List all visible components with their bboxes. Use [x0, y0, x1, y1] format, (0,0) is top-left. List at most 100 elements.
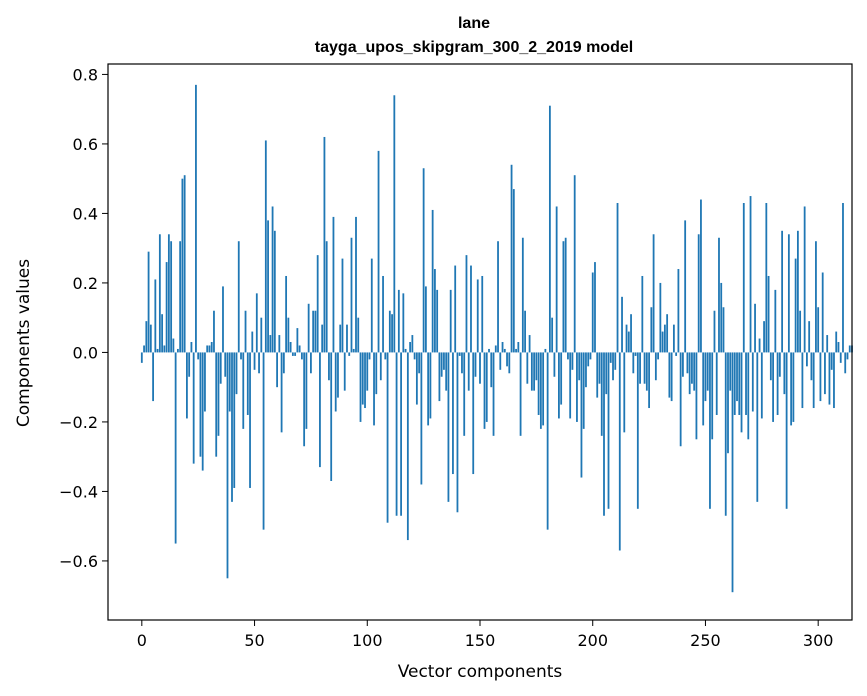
- bar-244: [691, 352, 693, 384]
- bar-150: [479, 352, 481, 384]
- bar-152: [483, 352, 486, 429]
- bar-18: [181, 178, 184, 353]
- bar-192: [573, 175, 576, 353]
- bar-197: [585, 352, 587, 388]
- bar-287: [787, 234, 790, 353]
- bar-36: [222, 286, 224, 353]
- y-tick-label: −0.4: [59, 482, 98, 501]
- bar-298: [812, 352, 815, 409]
- bar-254: [713, 310, 716, 353]
- bar-85: [332, 216, 335, 353]
- bar-13: [170, 241, 173, 353]
- bar-234: [668, 352, 671, 398]
- bar-212: [618, 352, 621, 551]
- bar-301: [819, 352, 822, 402]
- bar-139: [454, 265, 457, 353]
- bar-169: [521, 237, 524, 353]
- bar-126: [424, 286, 427, 353]
- bar-23: [192, 352, 195, 464]
- bar-161: [503, 348, 506, 353]
- bar-132: [438, 352, 441, 402]
- bar-306: [830, 352, 833, 370]
- bar-3: [147, 251, 150, 353]
- bar-137: [449, 289, 452, 353]
- bar-147: [472, 352, 475, 475]
- bar-290: [794, 258, 797, 353]
- bar-75: [310, 352, 312, 374]
- bar-28: [204, 352, 206, 412]
- bar-222: [641, 275, 644, 353]
- bar-216: [627, 331, 630, 353]
- bar-209: [612, 352, 614, 381]
- bar-311: [842, 203, 844, 353]
- bar-12: [167, 234, 170, 353]
- bar-10: [163, 345, 166, 353]
- bar-48: [249, 352, 251, 488]
- bar-249: [702, 352, 705, 426]
- x-tick-label: 200: [577, 631, 608, 650]
- bar-146: [470, 265, 472, 353]
- bar-96: [357, 317, 360, 353]
- bar-60: [276, 352, 278, 388]
- bar-135: [445, 352, 448, 391]
- bar-130: [434, 269, 436, 353]
- bar-168: [519, 352, 522, 436]
- bar-83: [328, 352, 330, 381]
- bar-200: [591, 272, 594, 353]
- bar-253: [711, 352, 714, 440]
- bar-176: [537, 352, 540, 415]
- bar-281: [774, 289, 777, 353]
- bar-247: [697, 234, 700, 353]
- bar-219: [634, 352, 637, 356]
- bar-119: [409, 342, 412, 353]
- bar-202: [596, 352, 599, 398]
- bar-55: [264, 140, 267, 353]
- x-tick-label: 0: [137, 631, 147, 650]
- bar-243: [688, 352, 691, 395]
- plot-area-frame: [107, 63, 853, 621]
- bar-277: [765, 203, 768, 353]
- bar-308: [835, 331, 838, 353]
- bar-110: [388, 310, 391, 353]
- bar-41: [233, 352, 236, 488]
- bar-239: [679, 352, 682, 447]
- bar-191: [571, 352, 574, 370]
- bar-25: [197, 352, 200, 360]
- bar-171: [526, 352, 529, 384]
- bar-208: [609, 352, 612, 363]
- bar-2: [145, 321, 148, 353]
- bar-237: [675, 352, 678, 356]
- bar-105: [377, 150, 380, 353]
- bar-258: [722, 307, 725, 353]
- bar-5: [152, 352, 154, 402]
- bar-72: [303, 352, 306, 447]
- bar-260: [727, 352, 729, 454]
- bar-7: [156, 348, 159, 353]
- bar-142: [461, 352, 463, 374]
- bar-98: [361, 352, 364, 405]
- bar-225: [648, 352, 650, 409]
- bar-58: [271, 206, 274, 353]
- bar-182: [551, 317, 554, 353]
- bar-295: [806, 352, 808, 367]
- bar-312: [844, 352, 847, 374]
- bar-15: [174, 352, 177, 544]
- y-tick-label: 0.8: [73, 65, 98, 84]
- y-tick-label: 0.0: [73, 343, 98, 362]
- bar-251: [706, 352, 709, 391]
- bar-218: [632, 352, 635, 374]
- bar-123: [418, 352, 421, 374]
- bar-145: [467, 352, 470, 391]
- bar-268: [745, 352, 747, 415]
- bar-95: [355, 216, 357, 353]
- bar-241: [684, 220, 687, 353]
- x-tick-label: 100: [352, 631, 383, 650]
- bar-151: [481, 275, 484, 353]
- bar-90: [343, 352, 346, 391]
- bar-121: [413, 352, 416, 360]
- bar-172: [528, 335, 531, 353]
- bar-103: [373, 352, 375, 426]
- bar-63: [282, 352, 285, 374]
- bar-284: [781, 230, 784, 353]
- bar-174: [533, 352, 536, 391]
